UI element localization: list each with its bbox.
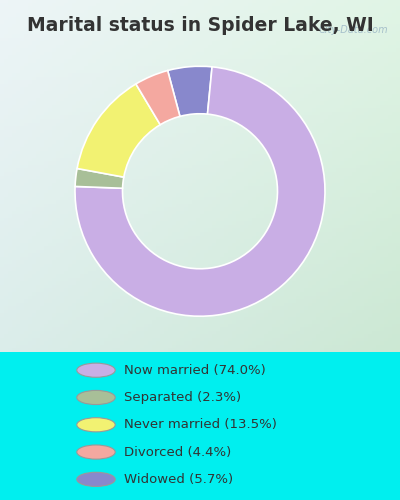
Circle shape <box>77 363 115 378</box>
Wedge shape <box>75 168 124 188</box>
Circle shape <box>77 472 115 486</box>
Wedge shape <box>168 66 212 116</box>
Text: Now married (74.0%): Now married (74.0%) <box>124 364 266 376</box>
Wedge shape <box>75 67 325 316</box>
Text: Never married (13.5%): Never married (13.5%) <box>124 418 277 432</box>
Text: City-Data.com: City-Data.com <box>318 24 388 34</box>
Circle shape <box>77 418 115 432</box>
Text: Widowed (5.7%): Widowed (5.7%) <box>124 473 233 486</box>
Text: Separated (2.3%): Separated (2.3%) <box>124 391 241 404</box>
Circle shape <box>77 445 115 459</box>
Wedge shape <box>77 84 160 177</box>
Text: Divorced (4.4%): Divorced (4.4%) <box>124 446 231 458</box>
Circle shape <box>77 390 115 404</box>
Wedge shape <box>136 70 180 124</box>
Text: Marital status in Spider Lake, WI: Marital status in Spider Lake, WI <box>27 16 373 35</box>
